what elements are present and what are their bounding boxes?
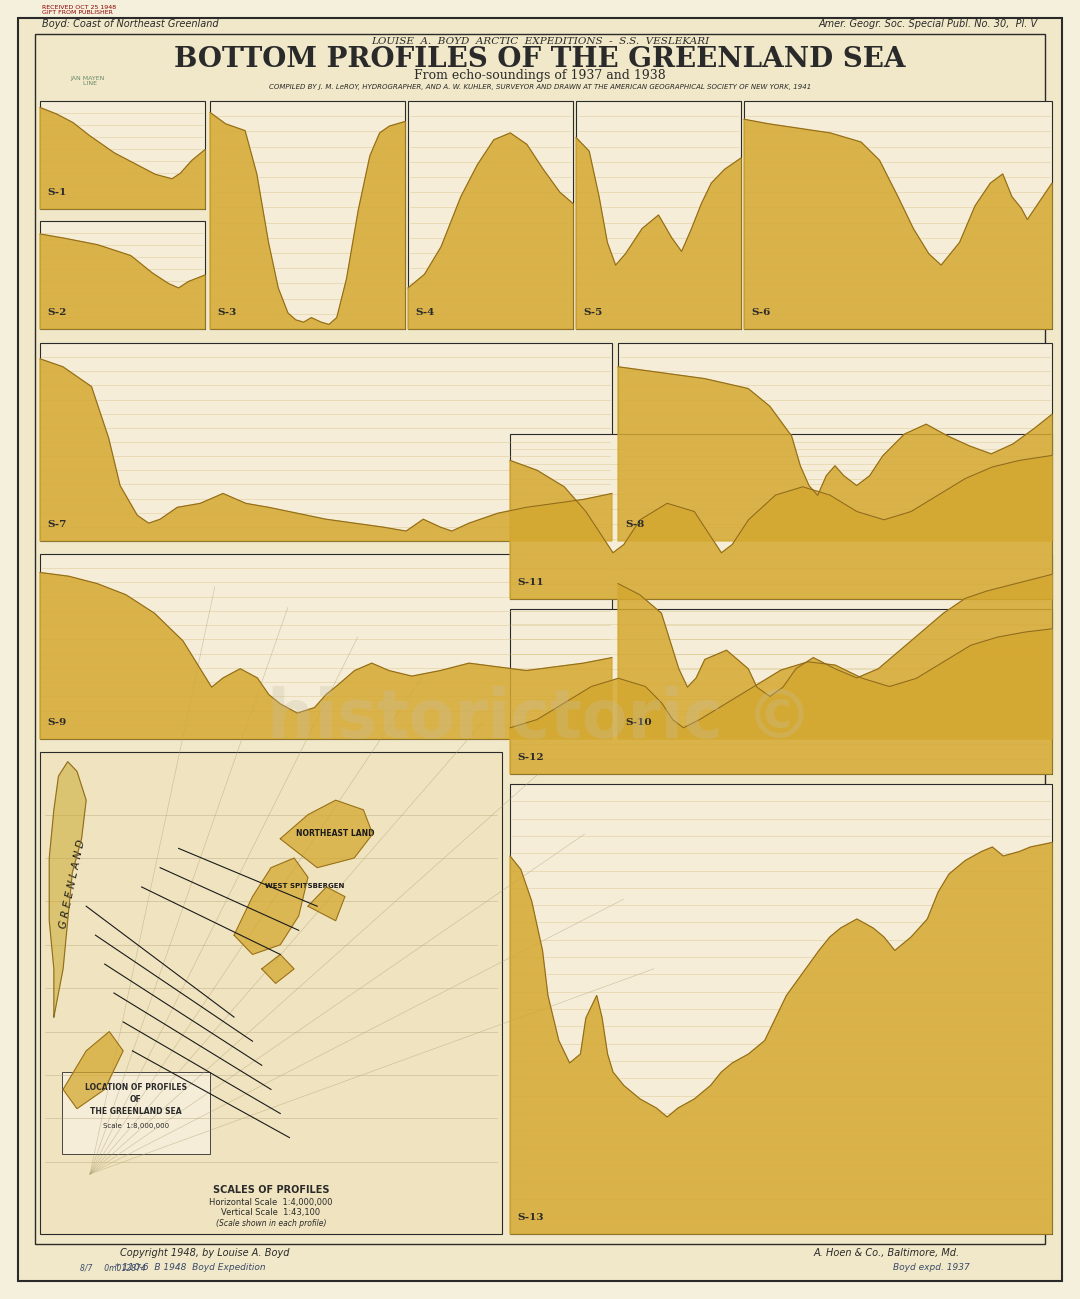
Polygon shape (63, 1031, 123, 1108)
FancyBboxPatch shape (408, 101, 573, 329)
Text: RECEIVED OCT 25 1948: RECEIVED OCT 25 1948 (42, 4, 117, 9)
FancyBboxPatch shape (510, 785, 1052, 1234)
Text: S-9: S-9 (48, 718, 66, 727)
Text: S-5: S-5 (583, 308, 603, 317)
Text: COMPILED BY J. M. LeROY, HYDROGRAPHER, AND A. W. KUHLER, SURVEYOR AND DRAWN AT T: COMPILED BY J. M. LeROY, HYDROGRAPHER, A… (269, 84, 811, 90)
Polygon shape (510, 456, 1052, 599)
Polygon shape (280, 800, 373, 868)
Polygon shape (234, 859, 308, 955)
Polygon shape (510, 629, 1052, 774)
Text: Boyd expd. 1937: Boyd expd. 1937 (893, 1264, 970, 1273)
Text: S-10: S-10 (625, 718, 651, 727)
FancyBboxPatch shape (510, 434, 1052, 599)
Text: S-12: S-12 (517, 753, 543, 763)
Text: Boyd: Coast of Northeast Greenland: Boyd: Coast of Northeast Greenland (42, 19, 218, 29)
Polygon shape (210, 113, 405, 329)
FancyBboxPatch shape (40, 343, 612, 540)
Text: S-11: S-11 (517, 578, 543, 587)
Text: S-8: S-8 (625, 520, 645, 529)
Text: BOTTOM PROFILES OF THE GREENLAND SEA: BOTTOM PROFILES OF THE GREENLAND SEA (174, 45, 906, 73)
FancyBboxPatch shape (618, 343, 1052, 540)
Polygon shape (618, 366, 1052, 540)
FancyBboxPatch shape (210, 101, 405, 329)
Text: From echo-soundings of 1937 and 1938: From echo-soundings of 1937 and 1938 (414, 69, 666, 82)
Text: Amer. Geogr. Soc. Special Publ. No. 30,  Pl. V: Amer. Geogr. Soc. Special Publ. No. 30, … (819, 19, 1038, 29)
Text: WEST SPITSBERGEN: WEST SPITSBERGEN (266, 883, 345, 889)
FancyBboxPatch shape (62, 1072, 210, 1154)
Polygon shape (308, 887, 345, 921)
FancyBboxPatch shape (40, 101, 205, 209)
Text: S-7: S-7 (48, 520, 66, 529)
Polygon shape (40, 108, 205, 209)
Text: Vertical Scale  1:43,100: Vertical Scale 1:43,100 (221, 1208, 321, 1217)
FancyBboxPatch shape (744, 101, 1052, 329)
Polygon shape (744, 120, 1052, 329)
FancyBboxPatch shape (40, 553, 612, 739)
Text: S-6: S-6 (751, 308, 770, 317)
Polygon shape (40, 573, 612, 739)
Text: S-4: S-4 (415, 308, 434, 317)
Text: SCALES OF PROFILES: SCALES OF PROFILES (213, 1185, 329, 1195)
FancyBboxPatch shape (40, 221, 205, 329)
FancyBboxPatch shape (510, 609, 1052, 774)
Text: LOCATION OF PROFILES: LOCATION OF PROFILES (85, 1083, 187, 1092)
FancyBboxPatch shape (618, 553, 1052, 739)
Polygon shape (40, 359, 612, 540)
Polygon shape (618, 574, 1052, 739)
Text: S-13: S-13 (517, 1213, 543, 1222)
Text: THE GREENLAND SEA: THE GREENLAND SEA (91, 1108, 181, 1117)
Text: (Scale shown in each profile): (Scale shown in each profile) (216, 1218, 326, 1228)
Text: 8/7     0m012874: 8/7 0m012874 (80, 1264, 146, 1273)
Text: GIFT FROM PUBLISHER: GIFT FROM PUBLISHER (42, 9, 113, 14)
Text: Copyright 1948, by Louise A. Boyd: Copyright 1948, by Louise A. Boyd (120, 1248, 289, 1257)
Polygon shape (576, 138, 741, 329)
FancyBboxPatch shape (40, 752, 502, 1234)
Text: * 110-6  B 1948  Boyd Expedition: * 110-6 B 1948 Boyd Expedition (114, 1264, 266, 1273)
Polygon shape (40, 234, 205, 329)
Polygon shape (510, 843, 1052, 1234)
Polygon shape (261, 955, 294, 983)
FancyBboxPatch shape (576, 101, 741, 329)
Text: Scale  1:8,000,000: Scale 1:8,000,000 (103, 1124, 170, 1129)
Text: historictoric ©: historictoric © (267, 686, 813, 752)
Text: S-1: S-1 (48, 188, 66, 197)
Text: A. Hoen & Co., Baltimore, Md.: A. Hoen & Co., Baltimore, Md. (814, 1248, 960, 1257)
Polygon shape (408, 132, 573, 329)
Text: JAN MAYEN
  LINE: JAN MAYEN LINE (71, 75, 105, 87)
Text: OF: OF (130, 1095, 141, 1104)
Text: G R E E N L A N D: G R E E N L A N D (57, 839, 86, 929)
FancyBboxPatch shape (18, 18, 1062, 1281)
Text: LOUISE  A.  BOYD  ARCTIC  EXPEDITIONS  -  S.S.  VESLEKARI: LOUISE A. BOYD ARCTIC EXPEDITIONS - S.S.… (370, 36, 710, 45)
Polygon shape (50, 761, 86, 1017)
Text: S-2: S-2 (48, 308, 66, 317)
Text: NORTHEAST LAND: NORTHEAST LAND (296, 830, 375, 838)
Text: Horizontal Scale  1:4,000,000: Horizontal Scale 1:4,000,000 (210, 1198, 333, 1207)
Text: S-3: S-3 (217, 308, 237, 317)
